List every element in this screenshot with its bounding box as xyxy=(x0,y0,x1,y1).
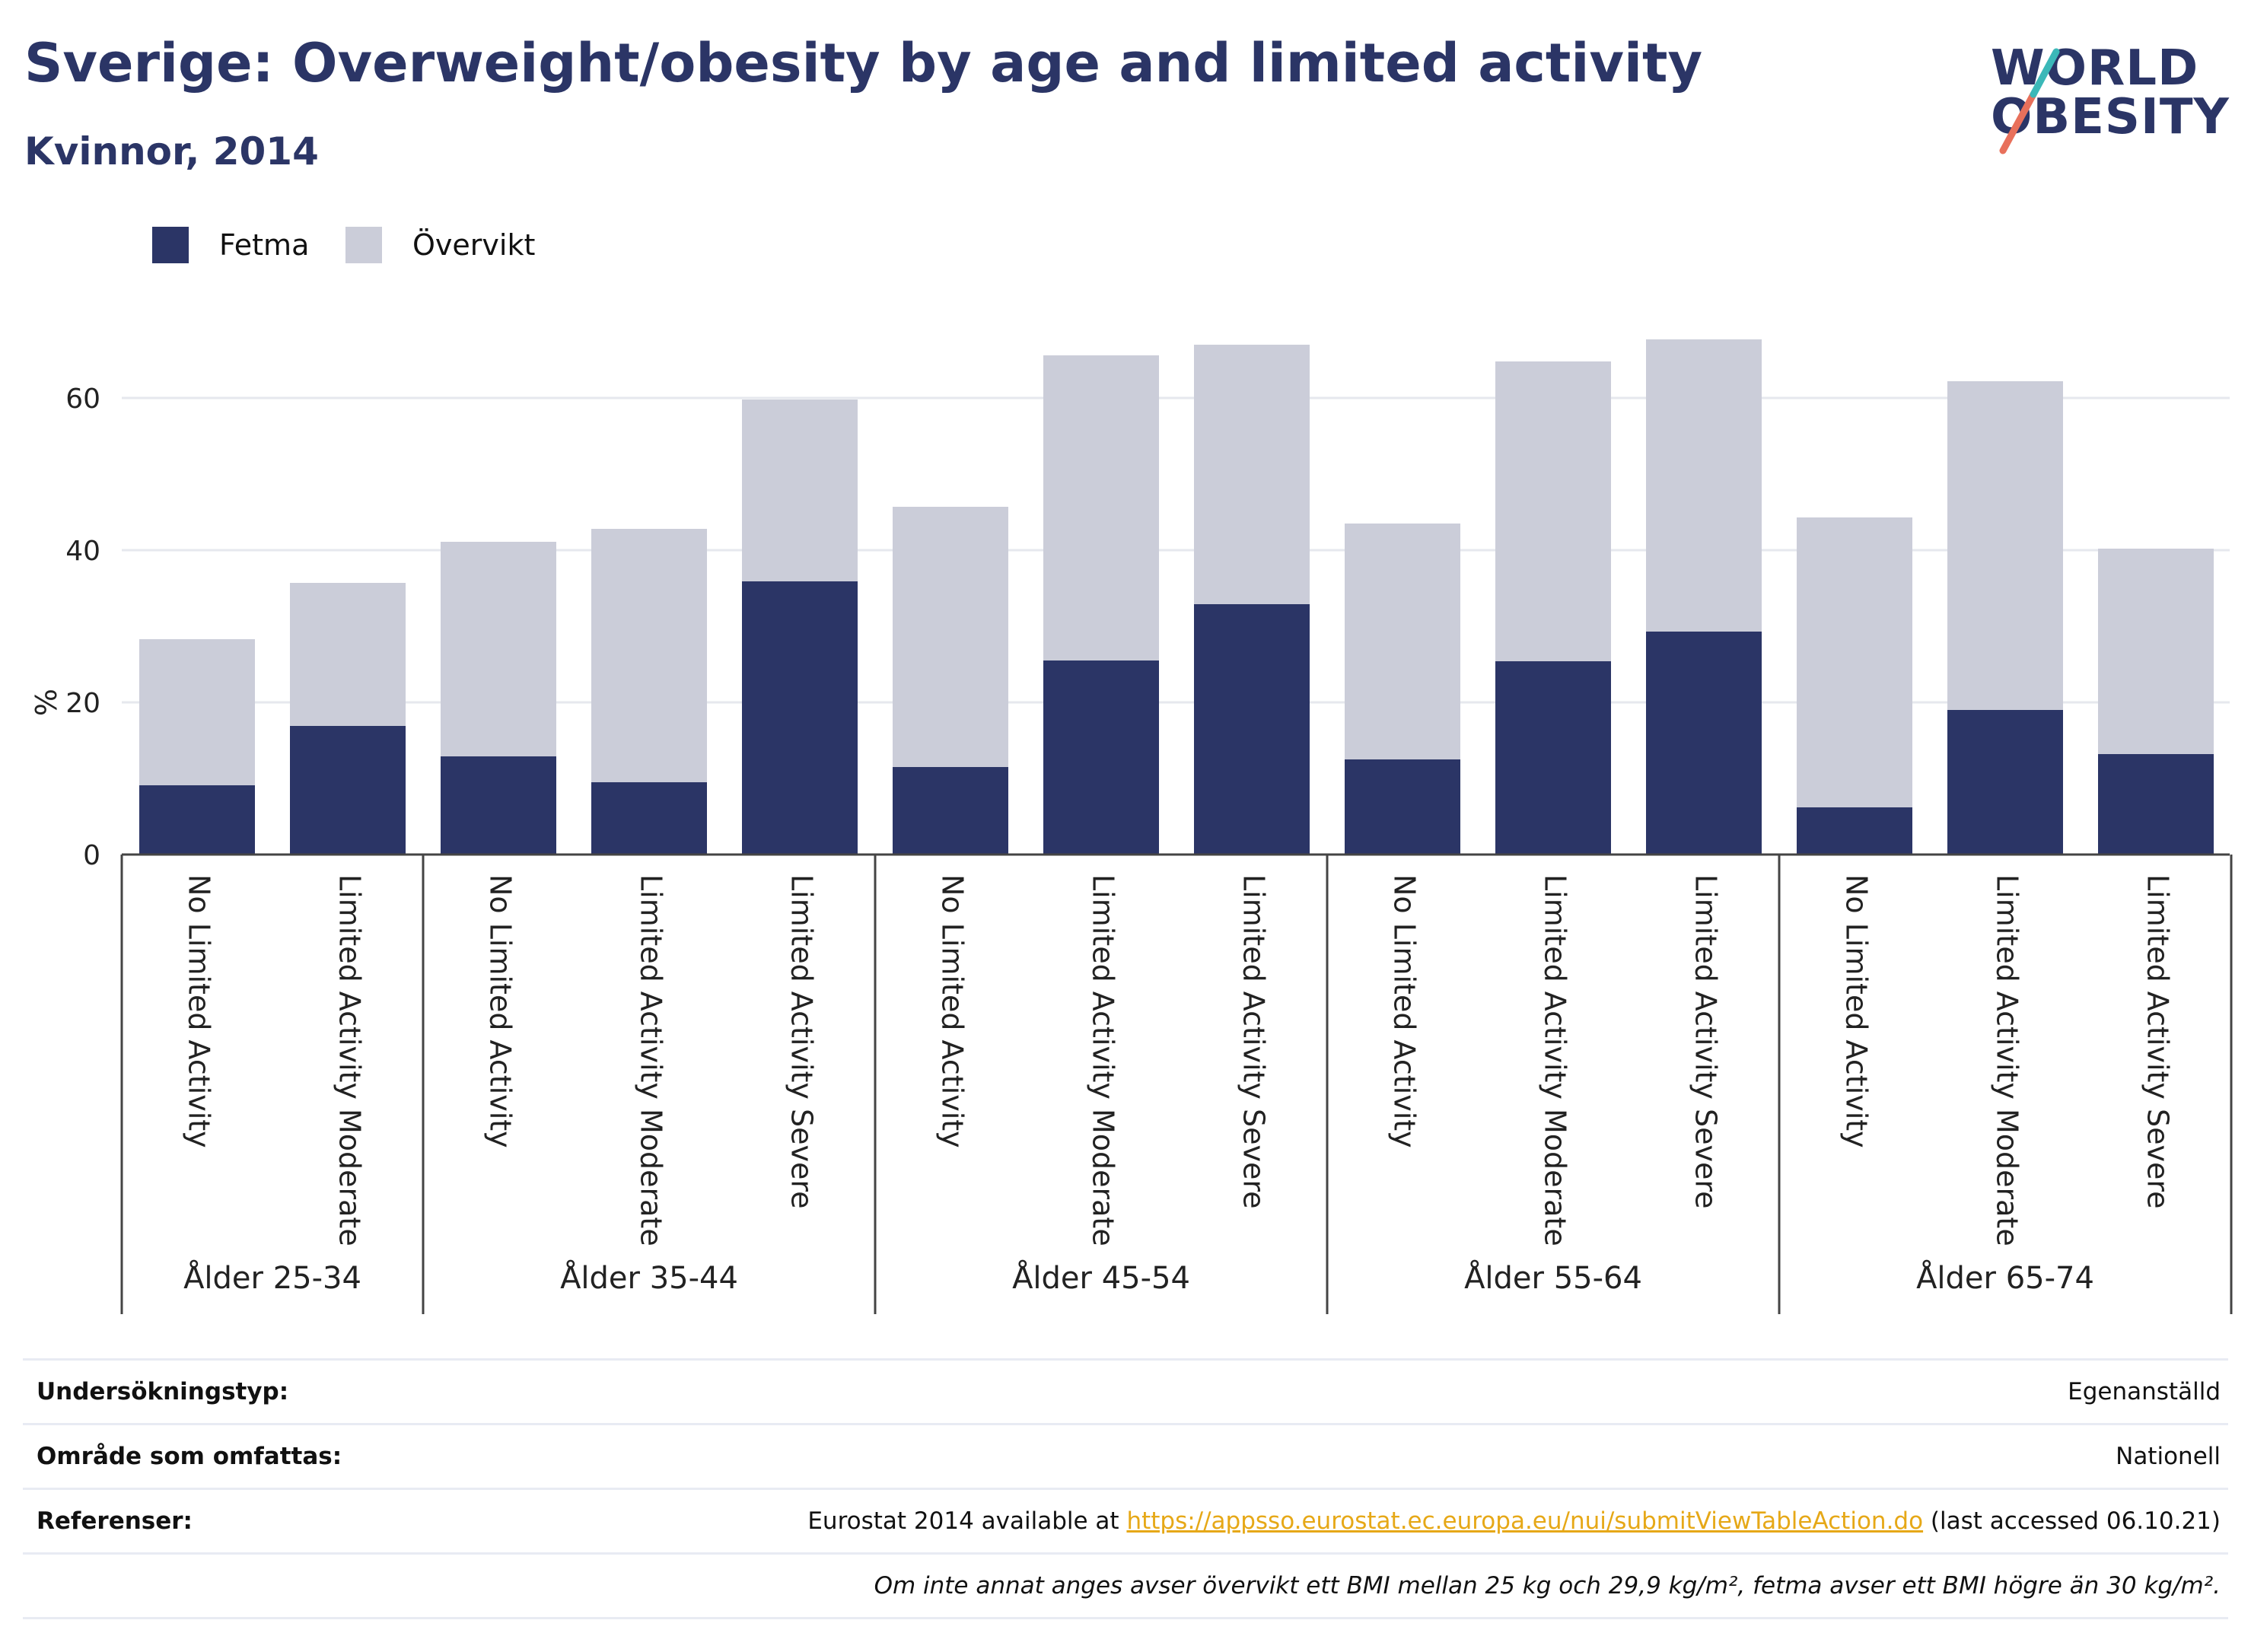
bar-overvikt xyxy=(1345,524,1460,759)
x-category-label: Limited Activity Moderate xyxy=(333,874,367,1246)
meta-row-references: Referenser: Eurostat 2014 available at h… xyxy=(23,1488,2228,1552)
group-label: Ålder 55-64 xyxy=(1464,1259,1642,1296)
bar-overvikt xyxy=(2098,549,2214,754)
references-value: Eurostat 2014 available at https://appss… xyxy=(807,1507,2221,1535)
bar-fetma xyxy=(1495,661,1611,855)
bar-overvikt xyxy=(1646,339,1762,632)
references-label: Referenser: xyxy=(37,1507,193,1535)
group-label: Ålder 45-54 xyxy=(1012,1259,1190,1296)
x-category-label: No Limited Activity xyxy=(1840,874,1874,1148)
bar-fetma xyxy=(742,581,858,855)
x-category-label: Limited Activity Severe xyxy=(2141,874,2175,1209)
y-tick-label: 40 xyxy=(65,536,100,567)
reference-prefix: Eurostat 2014 available at xyxy=(807,1507,1127,1535)
bar-fetma xyxy=(2098,754,2214,855)
bar-overvikt xyxy=(441,542,556,756)
area-label: Område som omfattas: xyxy=(37,1443,342,1470)
x-category-label: Limited Activity Moderate xyxy=(1539,874,1572,1246)
world-obesity-logo: WORLD OBESITY xyxy=(1986,30,2230,167)
chart-title: Sverige: Overweight/obesity by age and l… xyxy=(24,32,1703,94)
logo-slash-icon xyxy=(1999,48,2060,154)
area-value: Nationell xyxy=(2116,1443,2221,1470)
group-label: Ålder 35-44 xyxy=(560,1259,738,1296)
bar-overvikt xyxy=(1947,381,2063,710)
x-category-label: Limited Activity Severe xyxy=(1237,874,1271,1209)
x-category-label: Limited Activity Moderate xyxy=(1991,874,2024,1246)
legend-swatch-overvikt xyxy=(345,227,382,263)
legend-label-fetma: Fetma xyxy=(219,228,310,262)
bar-overvikt xyxy=(290,583,406,726)
x-category-label: Limited Activity Severe xyxy=(785,874,819,1209)
bar-overvikt xyxy=(1797,517,1912,807)
metadata-table: Undersökningstyp: Egenanställd Område so… xyxy=(23,1358,2228,1619)
bar-fetma xyxy=(1646,632,1762,855)
chart-subtitle: Kvinnor, 2014 xyxy=(24,129,319,173)
bar-fetma xyxy=(1947,710,2063,855)
y-tick-label: 0 xyxy=(83,840,100,871)
bar-fetma xyxy=(1043,660,1159,855)
bar-overvikt xyxy=(1495,361,1611,661)
logo-line-1: WORLD xyxy=(1991,40,2199,97)
x-category-label: No Limited Activity xyxy=(183,874,216,1148)
x-category-label: Limited Activity Moderate xyxy=(635,874,668,1246)
group-label: Ålder 25-34 xyxy=(183,1259,361,1296)
survey-value: Egenanställd xyxy=(2068,1378,2221,1405)
y-axis-title: % xyxy=(30,689,63,716)
legend-swatch-fetma xyxy=(152,227,189,263)
survey-label: Undersökningstyp: xyxy=(37,1378,289,1405)
bar-overvikt xyxy=(1043,355,1159,660)
bar-fetma xyxy=(1194,604,1310,855)
reference-link[interactable]: https://appsso.eurostat.ec.europa.eu/nui… xyxy=(1126,1507,1924,1535)
reference-suffix: (last accessed 06.10.21) xyxy=(1923,1507,2221,1535)
meta-row-survey: Undersökningstyp: Egenanställd xyxy=(23,1358,2228,1423)
bar-overvikt xyxy=(591,529,707,782)
x-category-label: No Limited Activity xyxy=(484,874,517,1148)
bar-fetma xyxy=(139,785,255,855)
bar-fetma xyxy=(1345,759,1460,855)
bar-overvikt xyxy=(139,639,255,785)
y-tick-label: 20 xyxy=(65,688,100,719)
bar-fetma xyxy=(441,756,556,855)
meta-row-area: Område som omfattas: Nationell xyxy=(23,1423,2228,1488)
x-category-label: No Limited Activity xyxy=(936,874,969,1148)
x-category-label: No Limited Activity xyxy=(1388,874,1422,1148)
x-category-label: Limited Activity Moderate xyxy=(1087,874,1120,1246)
y-tick-label: 60 xyxy=(65,384,100,415)
group-label: Ålder 65-74 xyxy=(1916,1259,2094,1296)
bmi-note: Om inte annat anges avser övervikt ett B… xyxy=(874,1572,2221,1599)
bar-overvikt xyxy=(893,507,1008,767)
legend-item-overvikt[interactable]: Övervikt xyxy=(345,227,535,263)
x-category-label: Limited Activity Severe xyxy=(1689,874,1723,1209)
legend-item-fetma[interactable]: Fetma xyxy=(152,227,309,263)
bar-fetma xyxy=(591,782,707,855)
bar-overvikt xyxy=(742,399,858,581)
legend-label-overvikt: Övervikt xyxy=(412,228,536,262)
bar-fetma xyxy=(893,767,1008,855)
bar-fetma xyxy=(290,726,406,855)
bar-chart: 0 20 40 60% No Limited Activity Limited Activ… xyxy=(30,339,2233,1314)
bar-overvikt xyxy=(1194,345,1310,604)
bar-fetma xyxy=(1797,807,1912,855)
meta-row-note: Om inte annat anges avser övervikt ett B… xyxy=(23,1552,2228,1619)
